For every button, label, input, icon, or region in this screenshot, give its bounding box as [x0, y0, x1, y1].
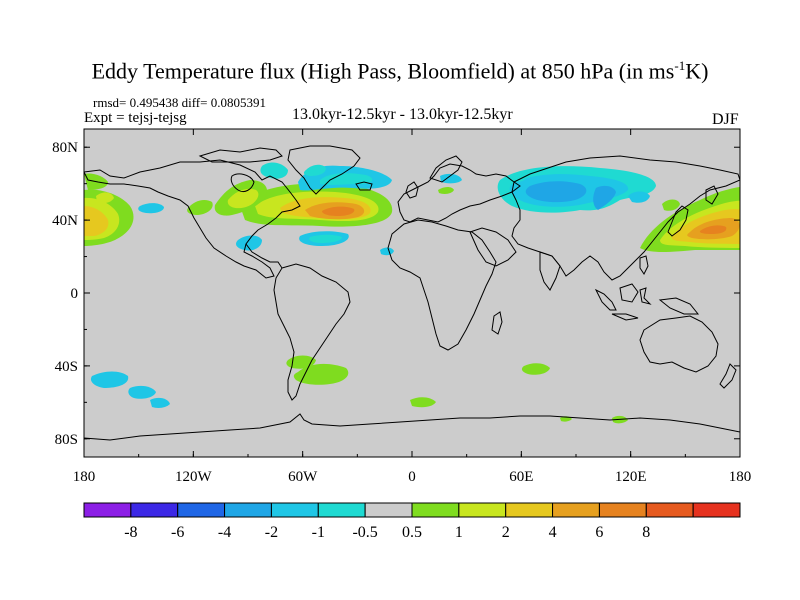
axis-tick-labels: 80N 40N 0 40S 80S 180 120W 60W 0 60E 120E 180 — [52, 140, 751, 485]
colorbar-swatch — [505, 502, 554, 518]
colorbar-swatch — [270, 502, 319, 518]
anomaly-dateline — [84, 173, 134, 246]
colorbar-swatch — [317, 502, 366, 518]
coast-new-guinea — [658, 297, 700, 315]
colorbar-label: 2 — [502, 524, 510, 541]
colorbar-swatch — [598, 502, 647, 518]
coast-java — [611, 313, 639, 321]
anomaly-southern — [90, 355, 628, 424]
colorbar-swatch — [177, 502, 226, 518]
coast-antarctica — [84, 413, 740, 441]
anomaly-shading — [84, 162, 740, 424]
colorbar-label: 6 — [595, 524, 603, 541]
coast-central-america — [245, 243, 283, 269]
colorbar-label: 8 — [642, 524, 650, 541]
colorbar-swatch — [645, 502, 694, 518]
coastlines — [84, 145, 740, 441]
title-text: Eddy Temperature flux (High Pass, Bloomf… — [91, 58, 675, 84]
colorbar-swatch — [411, 502, 460, 518]
coast-sulawesi — [639, 287, 652, 305]
colorbar-label: 0.5 — [402, 524, 422, 541]
coast-new-zealand — [719, 363, 737, 389]
colorbar-label: -4 — [218, 524, 231, 541]
coast-africa — [387, 219, 497, 351]
colorbar-swatch — [552, 502, 600, 518]
coast-india — [539, 251, 561, 291]
colorbar-label: -2 — [265, 524, 278, 541]
coast-greenland — [287, 145, 361, 195]
colorbar-label: -8 — [124, 524, 137, 541]
lat-tick-label: 40S — [55, 359, 78, 375]
anomaly-north-pacific — [640, 186, 740, 252]
stats-text: rmsd= 0.495438 diff= 0.0805391 — [93, 95, 266, 110]
lat-tick-label: 40N — [52, 213, 78, 229]
period-label: 13.0kyr-12.5kyr - 13.0kyr-12.5kyr — [292, 106, 513, 123]
title-superscript: -1 — [674, 58, 686, 73]
colorbar-label: -0.5 — [352, 524, 377, 541]
colorbar-swatch — [224, 502, 272, 518]
coast-sumatra — [594, 288, 617, 311]
anomaly-north-atlantic — [187, 180, 393, 227]
coast-europe — [397, 163, 521, 223]
coast-kamchatka — [705, 185, 719, 205]
lon-tick-label: 120W — [175, 469, 213, 485]
coast-north-america — [84, 159, 301, 279]
coast-asia — [511, 155, 740, 281]
coast-japan — [667, 205, 689, 237]
lon-tick-label: 60E — [509, 469, 533, 485]
lat-tick-label: 80S — [55, 432, 78, 448]
coast-philippines — [639, 255, 649, 275]
lon-tick-label: 60W — [288, 469, 318, 485]
anomaly-greenland — [298, 164, 462, 194]
coast-arctic-islands — [198, 147, 283, 163]
coast-arabia — [469, 227, 517, 267]
coast-south-america — [273, 263, 351, 401]
colorbar-label: 4 — [549, 524, 557, 541]
title-end: K) — [685, 58, 709, 84]
coast-australia — [639, 315, 719, 373]
coast-borneo — [619, 283, 639, 303]
colorbar-label: -6 — [171, 524, 184, 541]
anomaly-siberia — [497, 166, 656, 213]
lon-tick-label: 180 — [73, 469, 96, 485]
lon-tick-label: 120E — [615, 469, 647, 485]
colorbar-label: 1 — [455, 524, 463, 541]
lat-tick-label: 80N — [52, 140, 78, 156]
coast-iceland — [355, 181, 373, 191]
colorbar-swatch — [364, 502, 413, 518]
lon-tick-label: 0 — [408, 469, 416, 485]
colorbar-swatch — [130, 502, 179, 518]
coast-britain — [405, 181, 419, 199]
axis-ticks — [83, 129, 741, 457]
colorbar-swatch — [692, 502, 741, 518]
colorbar-swatch — [83, 502, 132, 518]
lon-tick-label: 180 — [729, 469, 752, 485]
experiment-label: Expt = tejsj-tejsg — [84, 110, 187, 126]
colorbar: -8 -6 -4 -2 -1 -0.5 0.5 1 2 4 6 8 — [83, 502, 741, 541]
coast-madagascar — [491, 311, 503, 335]
season-label: DJF — [712, 111, 739, 128]
coast-hudson-bay — [230, 173, 255, 193]
coast-scandinavia — [429, 155, 463, 183]
lat-tick-label: 0 — [71, 286, 79, 302]
colorbar-swatch — [458, 502, 507, 518]
anomaly-cold-spots — [138, 162, 394, 256]
colorbar-label: -1 — [312, 524, 325, 541]
chart-title: Eddy Temperature flux (High Pass, Bloomf… — [0, 58, 800, 84]
